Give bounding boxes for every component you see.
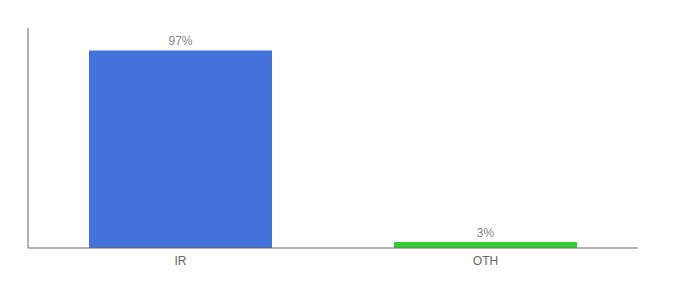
svg-text:IR: IR <box>175 254 187 268</box>
svg-text:3%: 3% <box>477 226 495 240</box>
svg-text:OTH: OTH <box>473 254 498 268</box>
svg-text:97%: 97% <box>168 34 192 48</box>
